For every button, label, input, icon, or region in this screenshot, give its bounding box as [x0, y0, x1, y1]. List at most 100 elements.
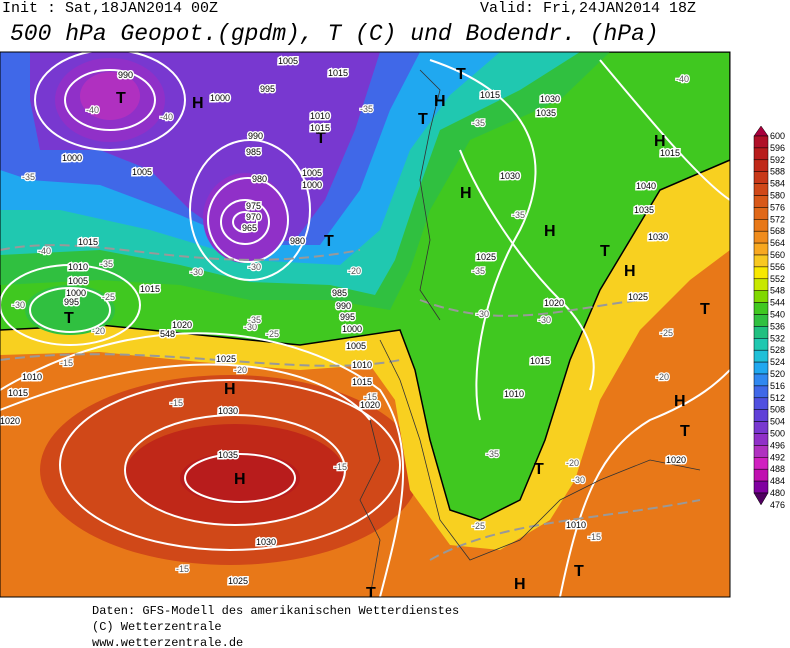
- colorbar-label: 588: [770, 167, 785, 177]
- isobar-label: 1000: [62, 153, 82, 163]
- colorbar-cap: [753, 492, 769, 506]
- isobar-label: 1010: [566, 520, 586, 530]
- colorbar-label: 508: [770, 405, 785, 415]
- temperature-label: -25: [472, 521, 485, 531]
- colorbar-label: 568: [770, 226, 785, 236]
- isobar-label: 1035: [218, 450, 238, 460]
- temperature-label: -20: [348, 266, 361, 276]
- pressure-system: T: [366, 585, 376, 602]
- isobar-label: 1000: [66, 288, 86, 298]
- colorbar-swatch: [753, 409, 769, 422]
- isobar-label: 1015: [140, 284, 160, 294]
- isobar-label: 1020: [360, 400, 380, 410]
- colorbar-swatch: [753, 468, 769, 482]
- colorbar-swatch: [753, 219, 769, 232]
- colorbar-label: 532: [770, 333, 785, 343]
- colorbar-label: 492: [770, 452, 785, 462]
- isobar-label: 970: [246, 212, 261, 222]
- temperature-label: -35: [100, 259, 113, 269]
- isobar-label: 1005: [302, 168, 322, 178]
- pressure-system: T: [680, 423, 690, 440]
- isobar-label: 995: [260, 84, 275, 94]
- colorbar-swatch: [753, 290, 769, 303]
- colorbar-swatch: [753, 159, 769, 172]
- colorbar-label: 488: [770, 464, 785, 474]
- colorbar-swatch: [753, 278, 769, 291]
- isobar-label: 1035: [634, 205, 654, 215]
- isobar-label: 990: [248, 131, 263, 141]
- temperature-label: -15: [170, 398, 183, 408]
- init-time: Init : Sat,18JAN2014 00Z: [2, 0, 218, 17]
- temperature-label: -35: [472, 118, 485, 128]
- temperature-label: -20: [566, 458, 579, 468]
- isobar-label: 990: [118, 70, 133, 80]
- pressure-system: T: [418, 111, 428, 128]
- isobar-labels: 9909951000100510151010101599098598097597…: [0, 55, 688, 588]
- valid-time: Valid: Fri,24JAN2014 18Z: [480, 0, 696, 17]
- temperature-label: -35: [360, 104, 373, 114]
- isobar-label: 1000: [342, 324, 362, 334]
- temperature-label: -30: [190, 267, 203, 277]
- isobar-label: 1010: [504, 389, 524, 399]
- colorbar-swatch: [753, 171, 769, 184]
- isobar-label: 1035: [536, 108, 556, 118]
- temperature-label: -30: [12, 300, 25, 310]
- isobar-label: 980: [290, 236, 305, 246]
- isobar-label: 1015: [8, 388, 28, 398]
- colorbar-label: 540: [770, 310, 785, 320]
- pressure-system: T: [574, 563, 584, 580]
- isobar-label: 965: [242, 223, 257, 233]
- isobar-label: 995: [64, 297, 79, 307]
- isobar-label: 975: [246, 201, 261, 211]
- colorbar-label: 516: [770, 381, 785, 391]
- colorbar-label: 560: [770, 250, 785, 260]
- temperature-label: -25: [660, 328, 673, 338]
- temperature-label: -40: [38, 246, 51, 256]
- temperature-label: -35: [486, 449, 499, 459]
- pressure-system: H: [654, 133, 666, 150]
- colorbar-cap: [753, 125, 769, 137]
- isobar-label: 1030: [256, 537, 276, 547]
- colorbar-label: 600: [770, 131, 785, 141]
- isobar-label: 1040: [636, 181, 656, 191]
- isobar-label: 1030: [500, 171, 520, 181]
- isobar-label: 1015: [310, 123, 330, 133]
- pressure-system: H: [434, 93, 446, 110]
- isobar-label: 1030: [540, 94, 560, 104]
- colorbar-label: 504: [770, 417, 785, 427]
- isobar-label: 1010: [310, 111, 330, 121]
- colorbar-swatch: [753, 183, 769, 196]
- colorbar-label: 544: [770, 298, 785, 308]
- colorbar-label: 476: [770, 500, 785, 510]
- temperature-label: -35: [512, 210, 525, 220]
- pressure-system: H: [544, 223, 556, 240]
- colorbar-swatch: [753, 421, 769, 434]
- pressure-system: T: [534, 461, 544, 478]
- isobar-label: 1030: [218, 406, 238, 416]
- temperature-label: -30: [476, 309, 489, 319]
- temperature-label: -30: [572, 475, 585, 485]
- isobar-label: 1010: [352, 360, 372, 370]
- pressure-system: H: [674, 393, 686, 410]
- temperature-label: -15: [364, 392, 377, 402]
- colorbar-swatch: [753, 349, 769, 363]
- isobar-label: 1005: [346, 341, 366, 351]
- pressure-system: H: [624, 263, 636, 280]
- colorbar-label: 548: [770, 286, 785, 296]
- isobar-label: 1025: [216, 354, 236, 364]
- isobar-label: 1020: [0, 416, 20, 426]
- temperature-label: -25: [266, 329, 279, 339]
- colorbar-swatch: [753, 361, 769, 375]
- colorbar-swatch: [753, 147, 769, 161]
- colorbar-label: 512: [770, 393, 785, 403]
- isobar-label: 1015: [480, 90, 500, 100]
- pressure-system: T: [600, 243, 610, 260]
- isobar-label: 1015: [660, 148, 680, 158]
- colorbar-label: 520: [770, 369, 785, 379]
- colorbar-swatch: [753, 385, 769, 399]
- colorbar-label: 480: [770, 488, 785, 498]
- temperature-label: -40: [160, 112, 173, 122]
- isobar-label: 1020: [544, 298, 564, 308]
- colorbar-label: 552: [770, 274, 785, 284]
- colorbar-swatch: [753, 254, 769, 268]
